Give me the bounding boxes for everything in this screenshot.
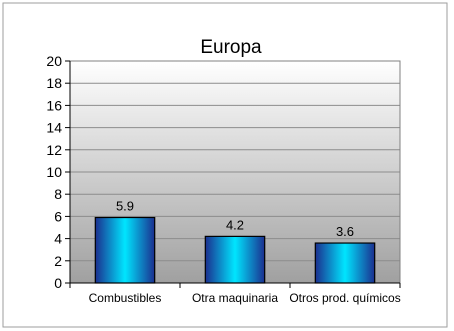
y-tick-label: 10: [46, 164, 62, 180]
y-tick-label: 20: [46, 53, 62, 69]
chart-title: Europa: [200, 37, 262, 58]
y-tick-label: 0: [54, 275, 62, 291]
bar: [314, 242, 376, 284]
y-tick-label: 6: [54, 208, 62, 224]
y-tick-label: 2: [54, 253, 62, 269]
x-tick-label: Otros prod. químicos: [289, 291, 400, 305]
y-tick-label: 18: [46, 75, 62, 91]
y-tick-label: 16: [46, 97, 62, 113]
x-axis: Combustibles Otra maquinaria Otros prod. q…: [69, 282, 401, 305]
bar: [94, 216, 156, 284]
y-axis: 0 2 4 6 8 10 12 14 16 18 20: [46, 53, 71, 291]
y-tick-label: 4: [54, 231, 62, 247]
y-tick-label: 12: [46, 142, 62, 158]
data-label: 4.2: [226, 217, 244, 232]
x-tick-label: Combustibles: [89, 291, 162, 305]
y-tick-label: 8: [54, 186, 62, 202]
x-tick-label: Otra maquinaria: [192, 291, 278, 305]
bars: 5.9 4.2 3.6: [94, 199, 376, 284]
y-tick-label: 14: [46, 120, 62, 136]
bar: [204, 235, 266, 284]
data-label: 5.9: [116, 199, 134, 214]
data-label: 3.6: [336, 224, 354, 239]
